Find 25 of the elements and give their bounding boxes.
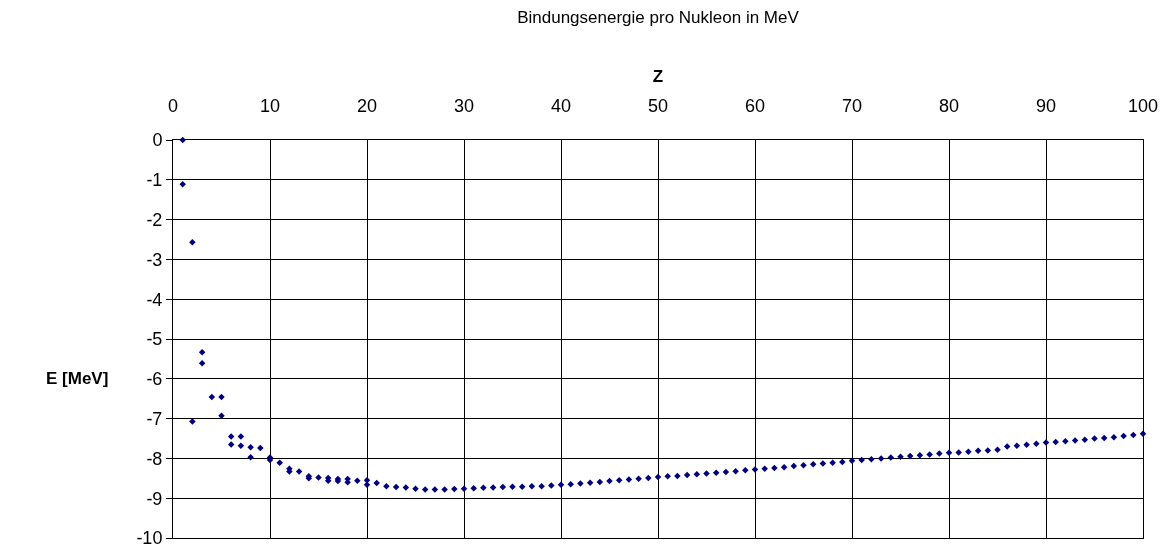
x-tick-label: 0 [167,95,179,116]
y-tick-label: -6 [146,369,163,390]
y-tick-label: -4 [146,289,163,310]
y-tick-label: -7 [146,408,163,429]
y-tick-label: -9 [146,488,163,509]
x-tick-label: 80 [938,95,960,116]
x-tick-label: 10 [259,95,281,116]
chart-title: Bindungsenergie pro Nukleon in MeV [517,8,800,28]
y-tick-label: 0 [152,130,163,151]
x-tick-label: 60 [744,95,766,116]
x-tick-label: 100 [1127,95,1159,116]
y-tick-label: -5 [146,329,163,350]
y-tick-label: -3 [146,249,163,270]
x-tick-label: 40 [550,95,572,116]
x-tick-label: 90 [1035,95,1057,116]
x-tick-label: 50 [647,95,669,116]
y-tick-label: -8 [146,448,163,469]
y-tick-label: -10 [136,528,163,549]
x-tick-label: 70 [841,95,863,116]
y-tick-label: -2 [146,209,163,230]
x-tick-label: 30 [453,95,475,116]
y-axis-title: E [MeV] [46,369,109,388]
x-axis-title: Z [652,67,664,87]
x-tick-label: 20 [356,95,378,116]
y-tick-label: -1 [146,170,163,191]
